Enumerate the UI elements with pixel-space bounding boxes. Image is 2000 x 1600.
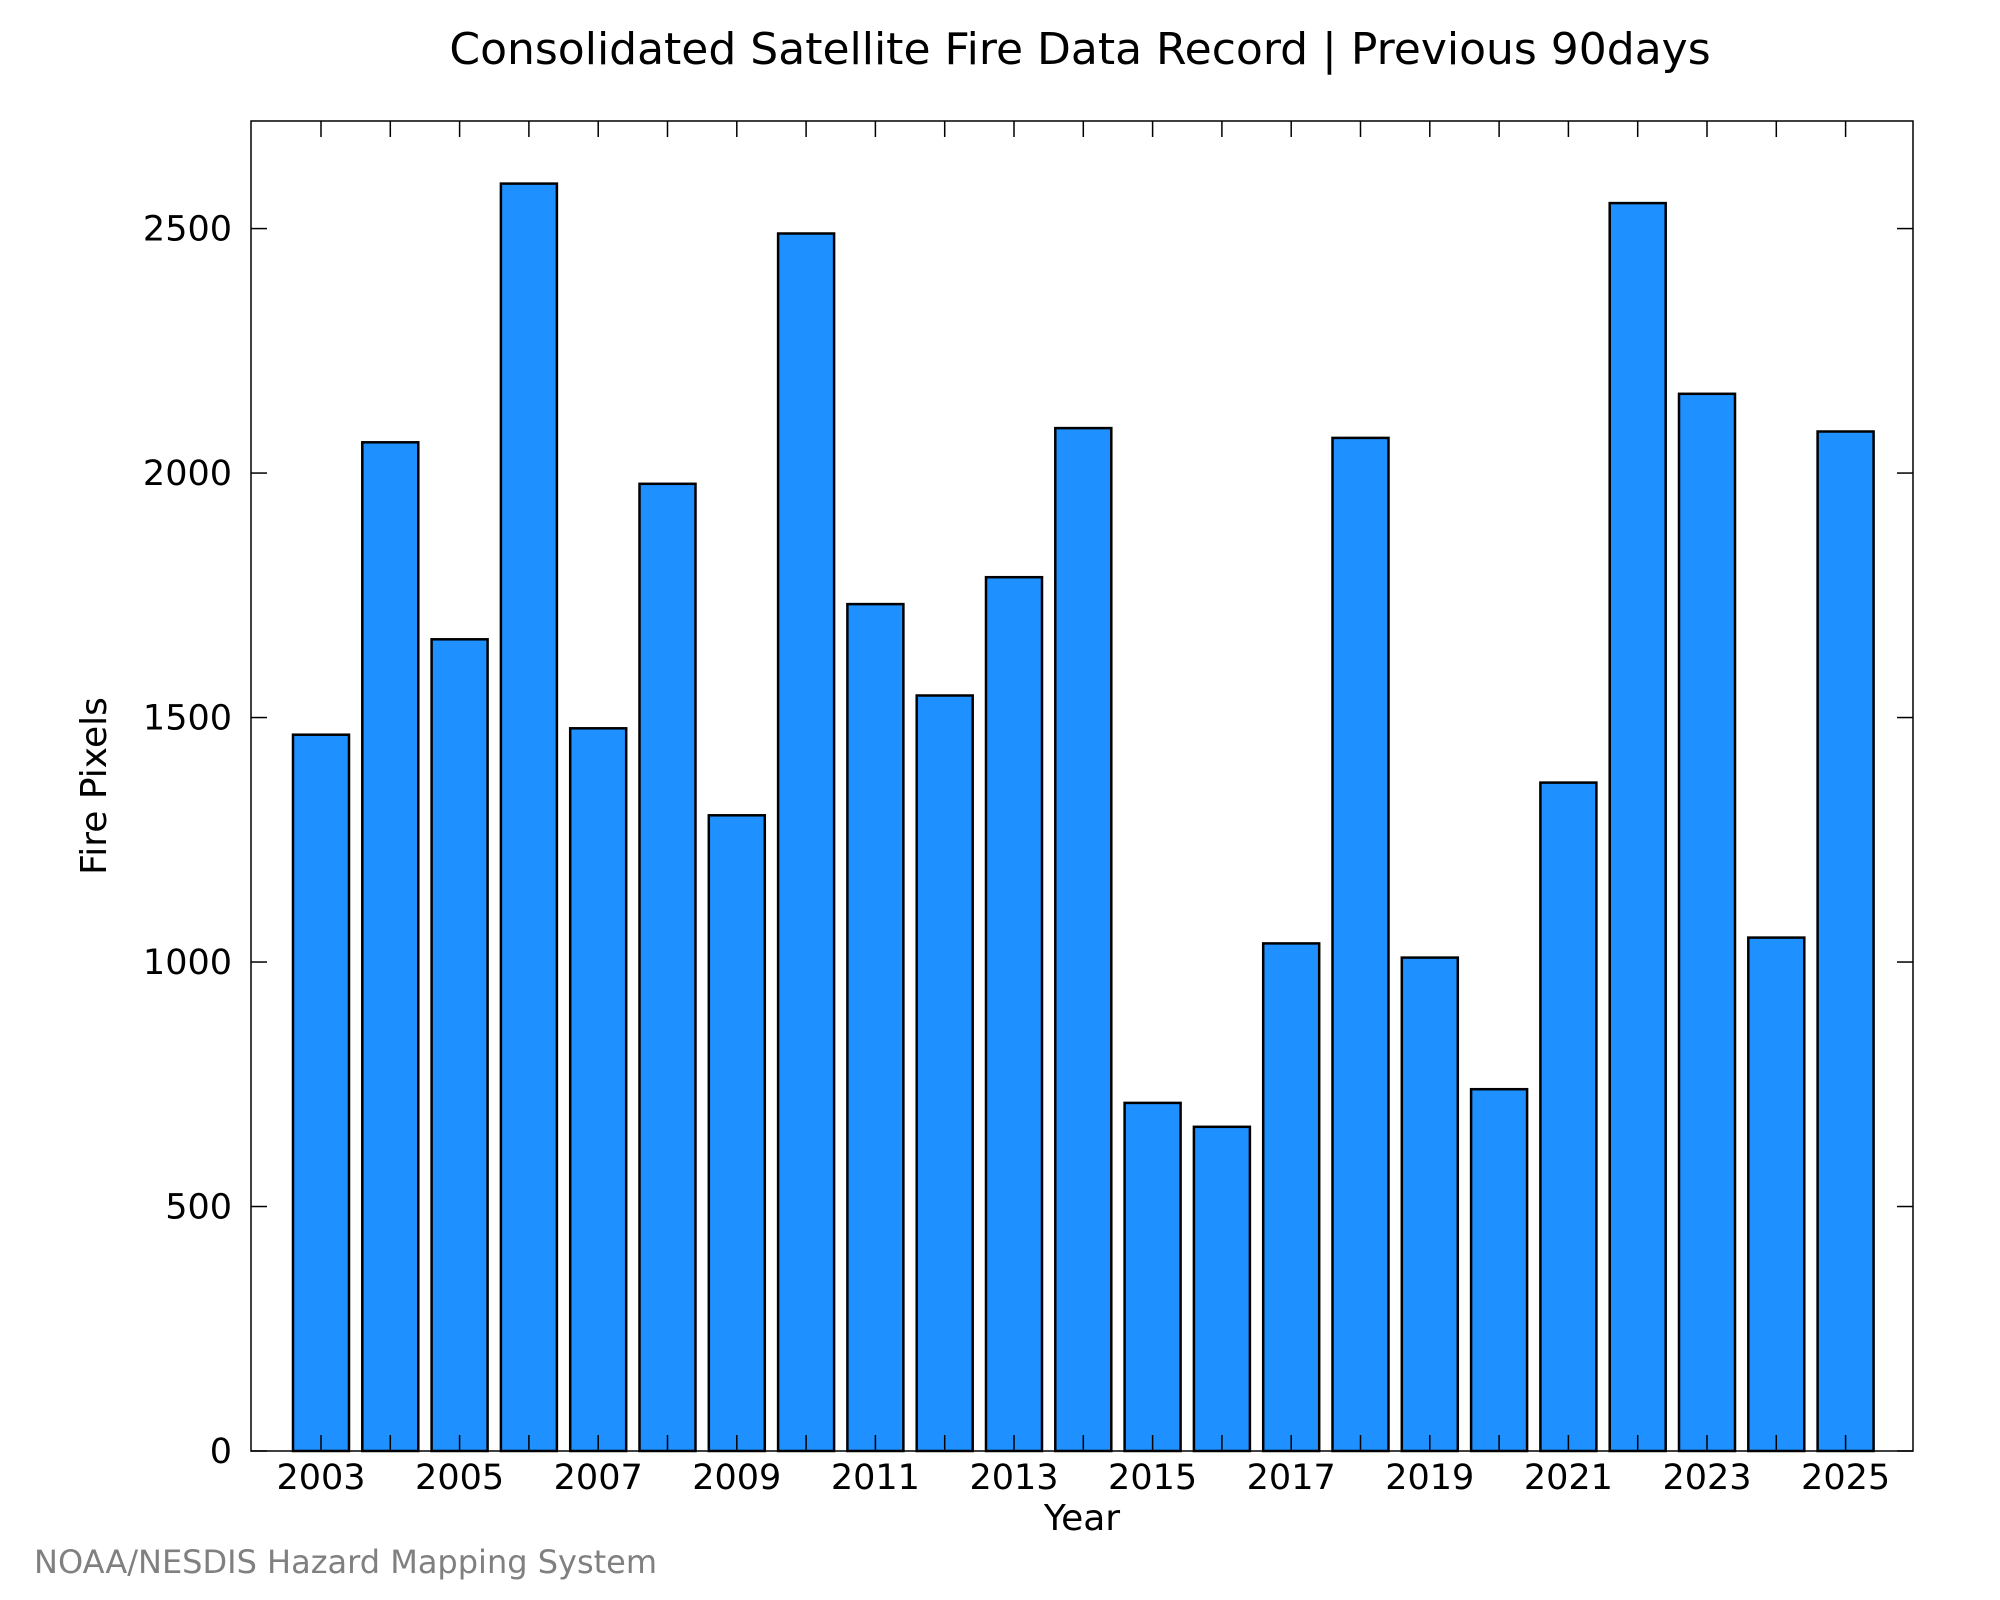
y-axis-label: Fire Pixels: [74, 697, 115, 875]
y-tick-label-2000: 2000: [143, 454, 232, 494]
y-tick-label-1500: 1500: [143, 699, 232, 739]
bar-2015: [1123, 1101, 1182, 1453]
x-tick-label-2021: 2021: [1524, 1458, 1613, 1498]
bar-2019: [1400, 956, 1460, 1453]
bar-2004: [361, 441, 420, 1453]
x-axis-ticks: 2003 2005 2007 2009 2011 2013 2015 2017 2019 2021…: [276, 121, 1890, 1498]
bar-2008: [638, 482, 697, 1453]
plot-frame: [250, 120, 1914, 1452]
credit-text: NOAA/NESDIS Hazard Mapping System: [34, 1543, 657, 1581]
bar-2016: [1192, 1125, 1252, 1453]
bar-2013: [984, 575, 1044, 1453]
bars-group: [291, 182, 1875, 1453]
x-tick-label-2019: 2019: [1385, 1458, 1474, 1498]
bar-2010: [776, 232, 836, 1453]
bar-2024: [1747, 936, 1806, 1453]
bar-2011: [846, 602, 905, 1453]
bar-2017: [1261, 942, 1321, 1453]
y-tick-label-2500: 2500: [143, 210, 232, 250]
bar-2006: [499, 182, 559, 1453]
bar-2025: [1816, 430, 1875, 1453]
y-tick-label-1000: 1000: [143, 943, 232, 983]
bar-2003: [291, 733, 351, 1453]
x-tick-label-2005: 2005: [415, 1458, 504, 1498]
bar-2007: [568, 727, 628, 1453]
x-tick-label-2003: 2003: [276, 1458, 365, 1498]
x-tick-label-2013: 2013: [969, 1458, 1058, 1498]
bar-2005: [430, 638, 489, 1453]
x-tick-label-2025: 2025: [1801, 1458, 1890, 1498]
x-tick-label-2017: 2017: [1247, 1458, 1336, 1498]
bar-2021: [1539, 781, 1598, 1453]
y-tick-label-500: 500: [165, 1188, 232, 1228]
bar-2023: [1677, 392, 1737, 1453]
bar-2022: [1608, 201, 1667, 1453]
chart-title: Consolidated Satellite Fire Data Record …: [449, 24, 1710, 75]
x-axis-label: Year: [1043, 1498, 1120, 1539]
y-axis-ticks: 0 500 1000 1500 2000 2500: [143, 210, 1913, 1472]
x-tick-label-2015: 2015: [1108, 1458, 1197, 1498]
bar-2014: [1054, 426, 1113, 1453]
y-tick-label-0: 0: [210, 1432, 232, 1472]
bar-2012: [915, 694, 974, 1453]
x-tick-label-2007: 2007: [554, 1458, 643, 1498]
bar-2009: [707, 814, 767, 1453]
bar-2018: [1331, 436, 1390, 1453]
x-tick-label-2011: 2011: [831, 1458, 920, 1498]
x-tick-label-2009: 2009: [692, 1458, 781, 1498]
x-tick-label-2023: 2023: [1662, 1458, 1751, 1498]
bar-2020: [1469, 1087, 1529, 1453]
